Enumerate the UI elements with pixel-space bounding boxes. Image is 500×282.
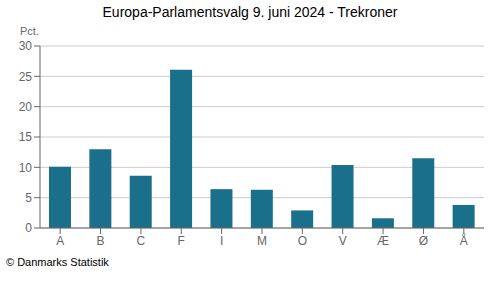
svg-text:0: 0 [25,221,32,235]
svg-text:I: I [220,234,223,248]
html-text:© Danmarks Statistik: © Danmarks Statistik [6,256,109,268]
svg-text:15: 15 [19,130,33,144]
svg-text:O: O [298,234,307,248]
svg-text:20: 20 [19,100,33,114]
html-text:Europa-Parlamentsvalg 9. juni: Europa-Parlamentsvalg 9. juni 2024 - Tre… [102,4,398,20]
svg-text:10: 10 [19,161,33,175]
svg-text:25: 25 [19,70,33,84]
svg-text:B: B [97,234,105,248]
svg-text:5: 5 [25,191,32,205]
svg-text:Å: Å [460,233,468,248]
svg-text:M: M [257,234,267,248]
svg-text:A: A [56,234,64,248]
svg-text:C: C [137,234,146,248]
svg-text:30: 30 [19,39,33,53]
svg-text:V: V [339,234,347,248]
svg-text:Ø: Ø [419,234,428,248]
svg-text:F: F [178,234,185,248]
svg-text:Æ: Æ [377,234,389,248]
html-text:Pct.: Pct. [20,25,39,37]
